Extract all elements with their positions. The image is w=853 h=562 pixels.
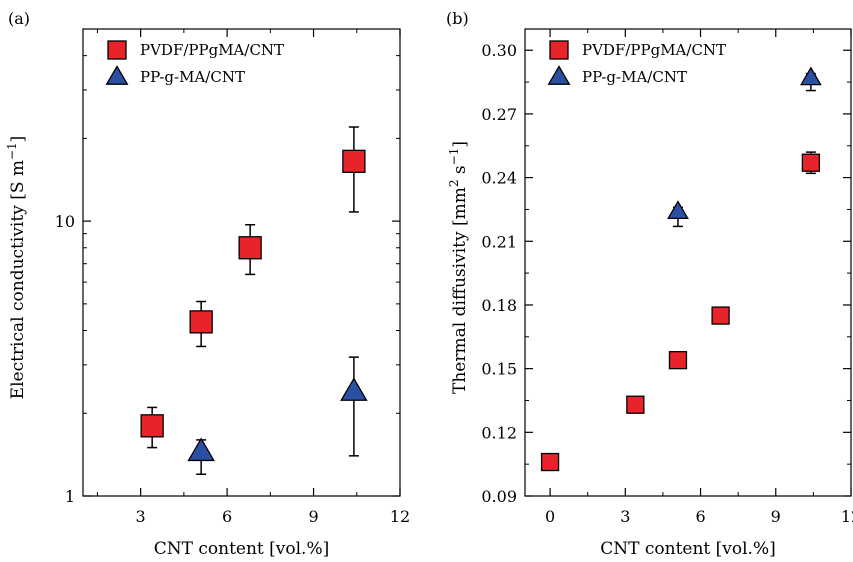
x-tick-label: 6 [222,507,232,526]
y-tick-label: 0.09 [481,487,517,506]
legend-label: PVDF/PPgMA/CNT [140,41,284,59]
x-tick-label: 3 [136,507,146,526]
data-point [711,306,730,325]
x-tick-label: 9 [771,507,781,526]
plot-frame-b [524,28,852,497]
legend-marker [549,40,569,60]
x-axis-title-a: CNT content [vol.%] [154,539,330,559]
y-tick-label: 0.21 [481,232,517,251]
panel-label-a: (a) [8,9,30,28]
legend-marker [107,40,127,60]
data-point [801,153,821,172]
y-tick-label: 0.24 [481,169,517,188]
legend-label: PP-g-MA/CNT [140,68,245,86]
y-tick-label: 0.30 [481,41,517,60]
y-tick-label: 0.15 [481,360,517,379]
series-pvdf-b [540,151,821,472]
data-point [140,414,164,438]
y-tick-label: 1 [65,487,75,506]
series-pvdf-a [140,126,366,449]
x-tick-label: 12 [841,507,853,526]
data-point [626,395,645,414]
y-tick-label: 0.27 [481,105,517,124]
x-tick-label: 12 [390,507,410,526]
legend-b: PVDF/PPgMA/CNT PP-g-MA/CNT [547,40,726,86]
y-axis-title-b: Thermal diffusivity [mm2 s−1] [447,141,470,394]
y-axis-title-a: Electrical conductivity [S m−1] [5,136,28,400]
data-point [238,236,262,260]
y-tick-label: 0.12 [481,423,517,442]
legend-label: PP-g-MA/CNT [582,68,687,86]
series-ppgma-b [667,66,822,228]
x-tick-label: 9 [308,507,318,526]
y-tick-label: 10 [55,212,75,231]
x-tick-label: 3 [620,507,630,526]
x-tick-label: 6 [695,507,705,526]
data-point [342,149,366,173]
y-tick-label: 0.18 [481,296,517,315]
legend-marker [547,65,571,85]
data-point [668,350,688,370]
data-point [189,310,213,334]
data-point [799,66,822,86]
legend-marker [105,65,129,85]
data-point [187,437,215,462]
plot-frame-a [82,28,401,497]
legend-a: PVDF/PPgMA/CNT PP-g-MA/CNT [105,40,284,86]
data-point [340,377,368,401]
data-point [540,452,560,472]
legend-label: PVDF/PPgMA/CNT [582,41,726,59]
panel-b-diffusivity-chart: (b) 0 3 6 9 12 0.09 0.12 0.15 0.18 0.21 0.24 0.27 0.3… [446,9,853,559]
x-axis-title-b: CNT content [vol.%] [600,539,776,559]
panel-label-b: (b) [446,9,469,28]
panel-a-conductivity-chart: (a) 3 6 9 12 1 10 CNT content [vol.%] Electrical… [5,9,410,559]
series-ppgma-a [187,356,368,475]
x-tick-label: 0 [545,507,555,526]
data-point [667,200,689,219]
